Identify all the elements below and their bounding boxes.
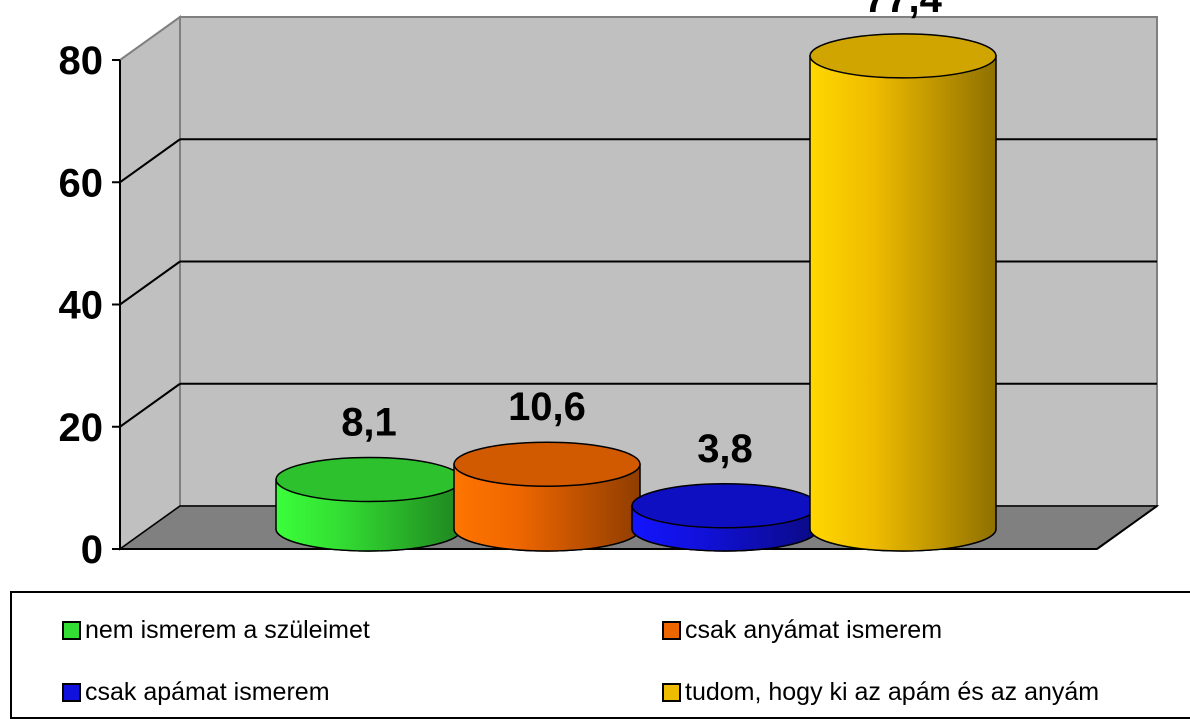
bar-top-0 [275, 456, 463, 503]
bar-top-3 [809, 33, 997, 79]
bar-body-1 [453, 463, 641, 552]
legend-item-2: csak apámat ismerem [62, 678, 330, 707]
legend-swatch-0 [62, 621, 81, 640]
legend-swatch-2 [62, 683, 81, 702]
y-tick-label-0: 0 [81, 528, 103, 572]
y-tick-label-4: 80 [59, 39, 104, 83]
data-label-0: 8,1 [341, 400, 397, 444]
legend-label-3: tudom, hogy ki az apám és az anyám [685, 678, 1100, 706]
y-tick-label-1: 20 [59, 406, 104, 450]
floor-right-edge [1096, 505, 1158, 550]
bars [275, 33, 997, 552]
bar-chart: 0 20 40 60 80 8,1 10,6 3,8 77,4 [59, 0, 1160, 572]
legend-item-0: nem ismerem a szüleimet [62, 616, 370, 645]
legend-label-0: nem ismerem a szüleimet [85, 616, 370, 644]
legend-swatch-3 [662, 683, 681, 702]
bar-3 [809, 33, 997, 552]
gridline-side-3 [119, 138, 181, 184]
legend-item-1: csak anyámat ismerem [662, 616, 942, 645]
legend-label-2: csak apámat ismerem [85, 678, 330, 706]
y-tick-label-2: 40 [59, 284, 104, 328]
bar-top-1 [453, 441, 641, 487]
y-tick-label-3: 60 [59, 161, 104, 205]
legend-item-3: tudom, hogy ki az apám és az anyám [662, 678, 1099, 707]
data-label-3: 77,4 [864, 0, 943, 21]
bar-top-2 [631, 483, 819, 529]
gridline-side-1 [119, 382, 181, 428]
bar-0 [275, 456, 463, 552]
data-labels: 8,1 10,6 3,8 77,4 [341, 0, 942, 471]
bar-1 [453, 441, 641, 552]
data-label-1: 10,6 [508, 385, 586, 429]
legend-swatch-1 [662, 621, 681, 640]
data-label-2: 3,8 [697, 427, 753, 471]
y-axis-ticks: 0 20 40 60 80 [59, 39, 120, 572]
bar-body-3 [809, 55, 997, 552]
legend-label-1: csak anyámat ismerem [685, 616, 943, 644]
gridline-side-2 [119, 260, 181, 306]
legend: nem ismerem a szüleimet csak anyámat ism… [10, 591, 1190, 719]
bar-2 [631, 483, 819, 552]
